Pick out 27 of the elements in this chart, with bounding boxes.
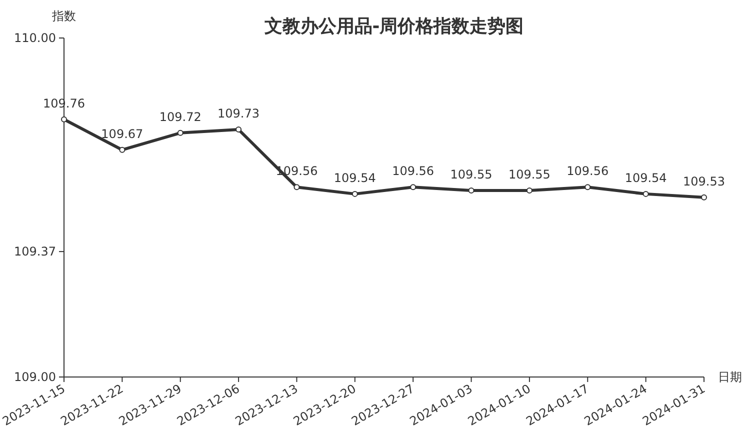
point [352, 190, 358, 197]
y-tick-label: 109.00 [14, 370, 56, 384]
data-label: 109.55 [450, 168, 492, 182]
x-axis-title: 日期 [718, 370, 742, 384]
data-label: 109.56 [392, 164, 434, 178]
data-label: 109.54 [624, 170, 667, 185]
data-label: 109.56 [566, 164, 609, 178]
point [236, 126, 242, 133]
point [410, 184, 416, 190]
point [119, 146, 126, 153]
y-tick-label: 109.37 [14, 244, 56, 259]
data-label: 109.72 [159, 110, 202, 124]
point [177, 130, 184, 136]
data-label: 109.53 [683, 174, 725, 188]
point [584, 184, 591, 190]
point [61, 116, 67, 122]
y-axis-title: 指数 [51, 9, 76, 23]
data-label: 109.73 [218, 106, 260, 121]
point [468, 188, 474, 194]
data-label: 109.54 [334, 170, 376, 185]
point [294, 184, 300, 190]
data-label: 109.55 [508, 168, 550, 182]
y-tick-label: 110.00 [14, 31, 56, 45]
point [701, 194, 707, 200]
chart-title: 文教办公用品-周价格指数走势图 [263, 16, 524, 37]
point [642, 190, 649, 197]
data-label: 109.67 [101, 126, 144, 141]
